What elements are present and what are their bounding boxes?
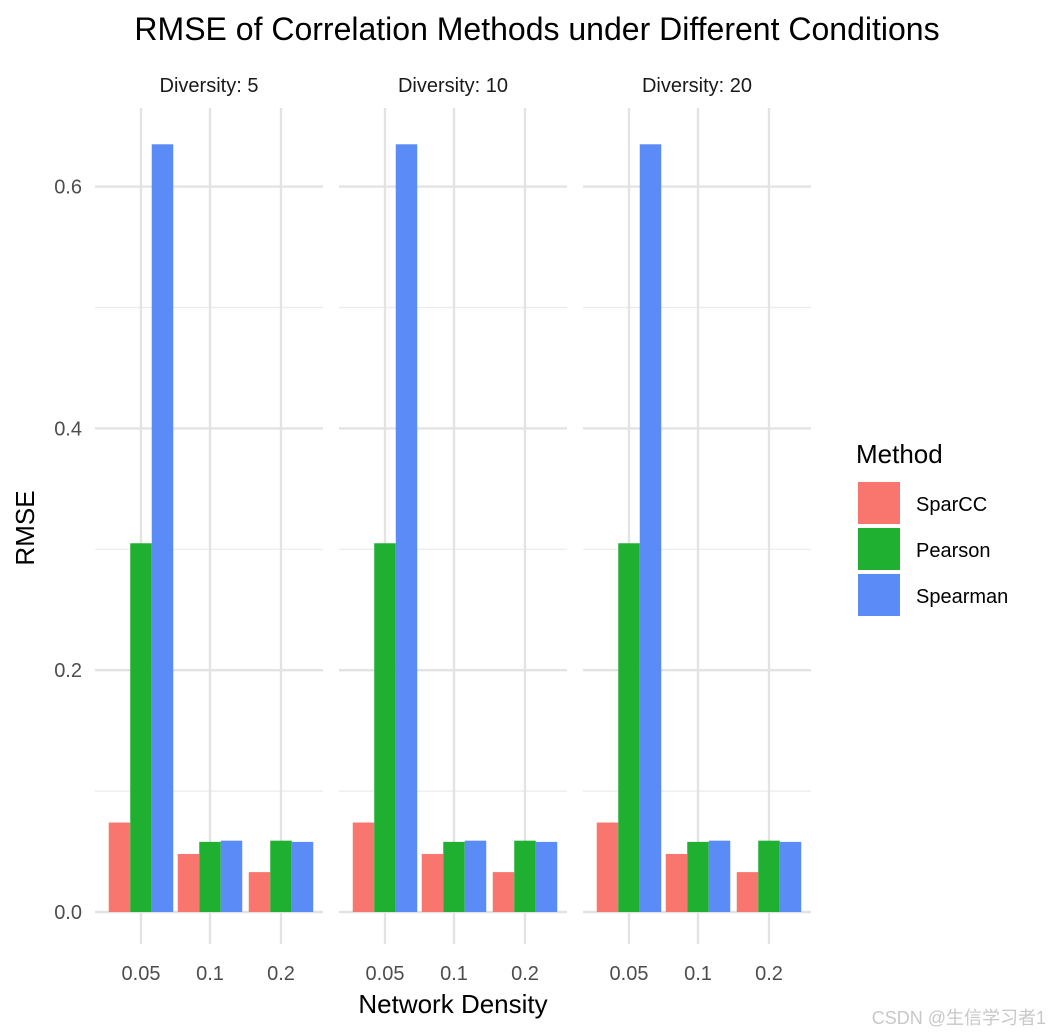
bar-pearson [199,841,221,912]
bar-sparcc [492,872,515,912]
chart-title: RMSE of Correlation Methods under Differ… [134,11,939,47]
bar-sparcc [736,872,759,912]
legend-label-sparcc: SparCC [916,494,987,516]
facet-panel: Diversity: 20 0.05 0.1 0.2 [583,75,811,985]
facet-strip-label: Diversity: 5 [160,75,259,97]
legend-label-pearson: Pearson [916,540,991,562]
bar-spearman [464,840,487,912]
bar-pearson [374,543,396,912]
bar-pearson [443,841,465,912]
bar-spearman [535,841,558,912]
x-tick-label: 0.2 [755,963,783,985]
legend-key-pearson [858,528,900,570]
bar-pearson [270,840,292,912]
bar-sparcc [248,872,271,912]
y-tick-label: 0.2 [54,660,82,682]
x-tick-label: 0.05 [366,963,405,985]
bar-spearman [220,840,243,912]
bar-pearson [130,543,152,912]
facet-panels: Diversity: 5 0.05 0.1 0.2 Diversity: 10 0.05 0… [95,75,811,985]
x-tick-label: 0.2 [511,963,539,985]
facet-panel: Diversity: 10 0.05 0.1 0.2 [339,75,567,985]
x-tick-label: 0.1 [440,963,468,985]
x-tick-label: 0.2 [267,963,295,985]
y-tick-label: 0.0 [54,902,82,924]
legend-key-sparcc [858,482,900,524]
bar-sparcc [177,853,200,912]
bar-pearson [758,840,780,912]
bar-sparcc [596,822,619,912]
bar-spearman [779,841,802,912]
legend-key-spearman [858,574,900,616]
x-tick-label: 0.1 [684,963,712,985]
facet-strip-label: Diversity: 20 [642,75,752,97]
bar-pearson [687,841,709,912]
x-axis-title: Network Density [358,989,547,1019]
facet-panel: Diversity: 5 0.05 0.1 0.2 [95,75,323,985]
y-tick-label: 0.4 [54,418,82,440]
y-axis-title: RMSE [10,490,40,565]
bar-spearman [708,840,731,912]
bar-pearson [514,840,536,912]
bar-spearman [395,144,418,912]
legend-label-spearman: Spearman [916,586,1008,608]
bar-sparcc [665,853,688,912]
x-tick-label: 0.05 [610,963,649,985]
bar-spearman [639,144,662,912]
bar-spearman [151,144,174,912]
x-tick-label: 0.1 [196,963,224,985]
legend-title: Method [856,439,943,469]
bar-sparcc [108,822,131,912]
y-axis: 0.0 0.2 0.4 0.6 [54,177,82,924]
y-tick-label: 0.6 [54,177,82,199]
bar-pearson [618,543,640,912]
x-tick-label: 0.05 [122,963,161,985]
bar-spearman [291,841,314,912]
bar-sparcc [421,853,444,912]
facet-strip-label: Diversity: 10 [398,75,508,97]
watermark: CSDN @生信学习者1 [872,1008,1046,1028]
bar-sparcc [352,822,375,912]
legend: Method SparCC Pearson Spearman [856,439,1008,616]
